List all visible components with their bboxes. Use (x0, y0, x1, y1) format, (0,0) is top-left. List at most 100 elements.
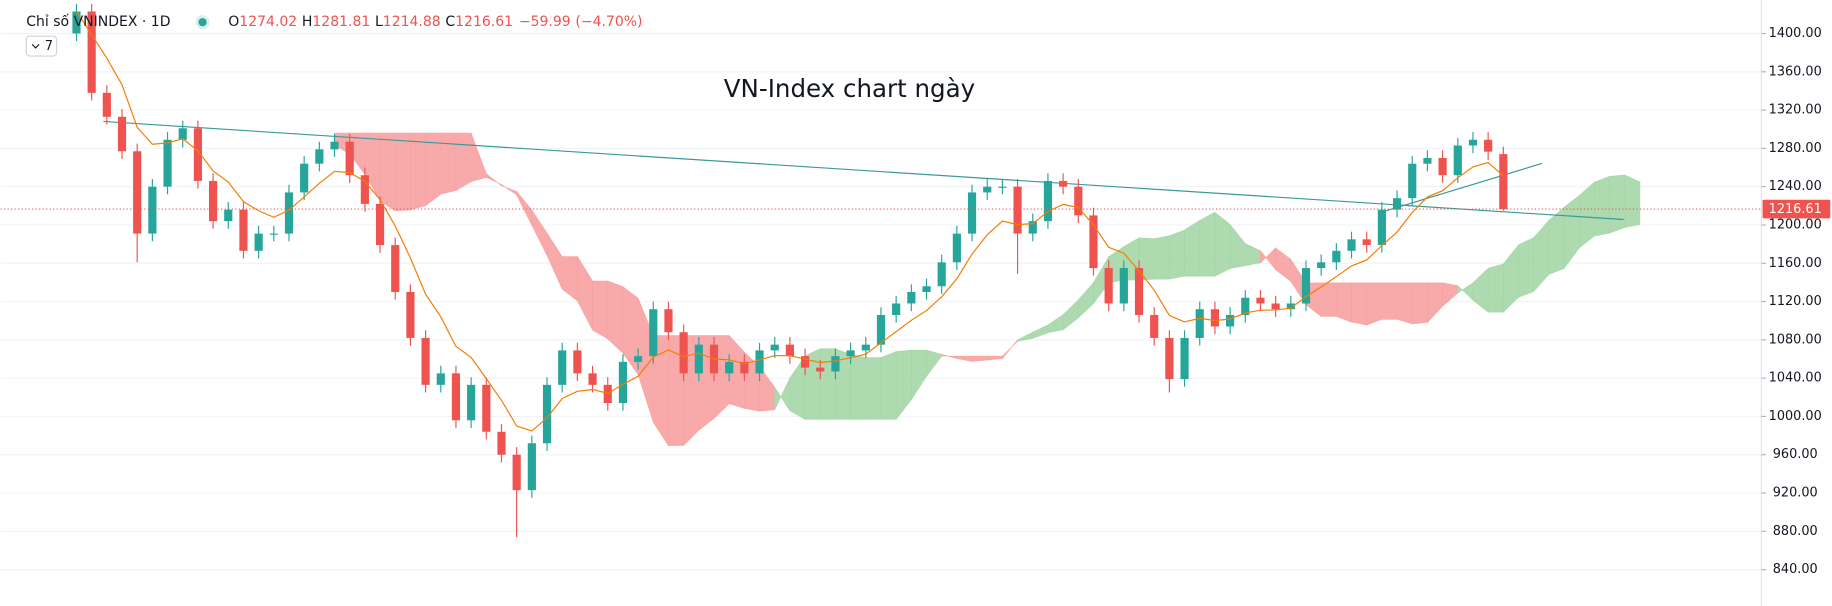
candle-body (1362, 239, 1371, 246)
y-tick-label: 960.00 (1773, 447, 1818, 462)
candle-body (1165, 337, 1174, 380)
candle-body (1241, 297, 1250, 315)
cloud-segment (1594, 175, 1610, 237)
candle-body (72, 11, 81, 34)
candle-body (1438, 157, 1447, 176)
candle-body (755, 350, 764, 374)
y-tick-label: 1280.00 (1769, 141, 1822, 156)
cloud-segment (440, 132, 457, 195)
cloud-segment (850, 354, 867, 420)
candle-body (725, 361, 734, 374)
status-dot (198, 18, 207, 27)
candle-body (1301, 268, 1311, 304)
candle-body (436, 373, 445, 385)
candle-body (1226, 314, 1235, 327)
price-axis: 840.00 880.00 920.00 960.00 1000.00 1040.00 10… (1761, 26, 1831, 577)
cloud-segment (1153, 235, 1170, 280)
candle-body (1089, 215, 1098, 269)
candle-body (345, 141, 354, 176)
candle-body (1423, 157, 1432, 164)
candle-body (1392, 198, 1402, 210)
y-tick-label: 1040.00 (1769, 371, 1822, 386)
candle-body (679, 332, 688, 374)
candle-body (1059, 180, 1068, 187)
y-tick-label: 1400.00 (1769, 26, 1822, 41)
last-price-tag (1762, 199, 1831, 219)
candle-body (284, 192, 294, 234)
candle-body (922, 286, 931, 292)
candle-body (846, 350, 855, 357)
cloud-segment (1487, 263, 1504, 313)
y-tick-label: 1000.00 (1769, 409, 1822, 424)
candle-body (269, 233, 278, 235)
candle-body (1453, 145, 1462, 176)
cloud-segment (1184, 219, 1201, 277)
cloud-segment (865, 357, 882, 420)
cloud-segment (410, 132, 426, 211)
cloud-segment (592, 280, 609, 340)
candle-body (1195, 309, 1204, 338)
cloud-segment (1624, 174, 1641, 228)
symbol: Chỉ số VNINDEX · 1D (26, 13, 170, 30)
candle-body (1134, 268, 1144, 315)
candle-body (1028, 221, 1037, 234)
candle-body (391, 245, 400, 292)
y-tick-label: 1320.00 (1769, 103, 1822, 118)
candle-body (816, 367, 825, 372)
label: L (375, 14, 383, 30)
y-tick-label: 920.00 (1773, 486, 1818, 501)
candle-body (1013, 186, 1022, 234)
cloud-segment (1609, 174, 1626, 234)
candle-body (800, 356, 810, 368)
cloud-segment (880, 351, 897, 420)
candle-body (117, 116, 127, 152)
candle-body (315, 149, 324, 164)
y-tick-label: 1160.00 (1769, 256, 1822, 271)
candle-body (300, 163, 309, 193)
candle-body (133, 151, 142, 234)
ohlc-values: O1274.02 H1281.81 L1214.88 C1216.61 −59.99 (−… (228, 14, 642, 30)
candle-body (1408, 163, 1417, 199)
candle-body (588, 373, 597, 385)
change-percent: (−4.70%) (575, 14, 642, 30)
candle-body (664, 309, 673, 333)
drawings (103, 120, 1624, 221)
candle-body (1074, 186, 1083, 216)
candle-body (649, 309, 658, 357)
ichimoku-cloud (334, 132, 1641, 447)
candle-body (1210, 309, 1219, 327)
value: 1216.61 (455, 14, 513, 30)
candle-body (1484, 139, 1493, 152)
candle-body (1347, 239, 1356, 251)
candle-body (467, 384, 476, 421)
cloud-segment (1381, 282, 1398, 320)
cloud-segment (1396, 282, 1413, 325)
candle-body (1499, 154, 1508, 210)
candle-body (102, 92, 111, 117)
candle-body (1286, 303, 1295, 310)
candle-body (1271, 303, 1280, 310)
candle-body (558, 350, 567, 385)
candle-body (952, 233, 961, 263)
candle-body (983, 186, 992, 193)
candle-body (785, 344, 794, 357)
candle-body (482, 384, 491, 432)
y-tick-label: 1120.00 (1769, 294, 1822, 309)
change: −59.99 (519, 14, 571, 30)
trend-line (1384, 162, 1543, 212)
label: H (302, 14, 313, 30)
cloud-segment (1366, 282, 1383, 326)
candle-body (239, 209, 248, 251)
candle-body (694, 344, 703, 374)
candle-body (1377, 209, 1386, 246)
candle-body (163, 139, 172, 187)
grid (0, 32, 1762, 571)
candle-body (254, 233, 263, 251)
candle-body (618, 361, 628, 404)
indicator-toggle[interactable] (25, 35, 58, 57)
candle-body (1468, 139, 1478, 146)
candle-body (1104, 268, 1113, 304)
label: O (228, 14, 239, 30)
